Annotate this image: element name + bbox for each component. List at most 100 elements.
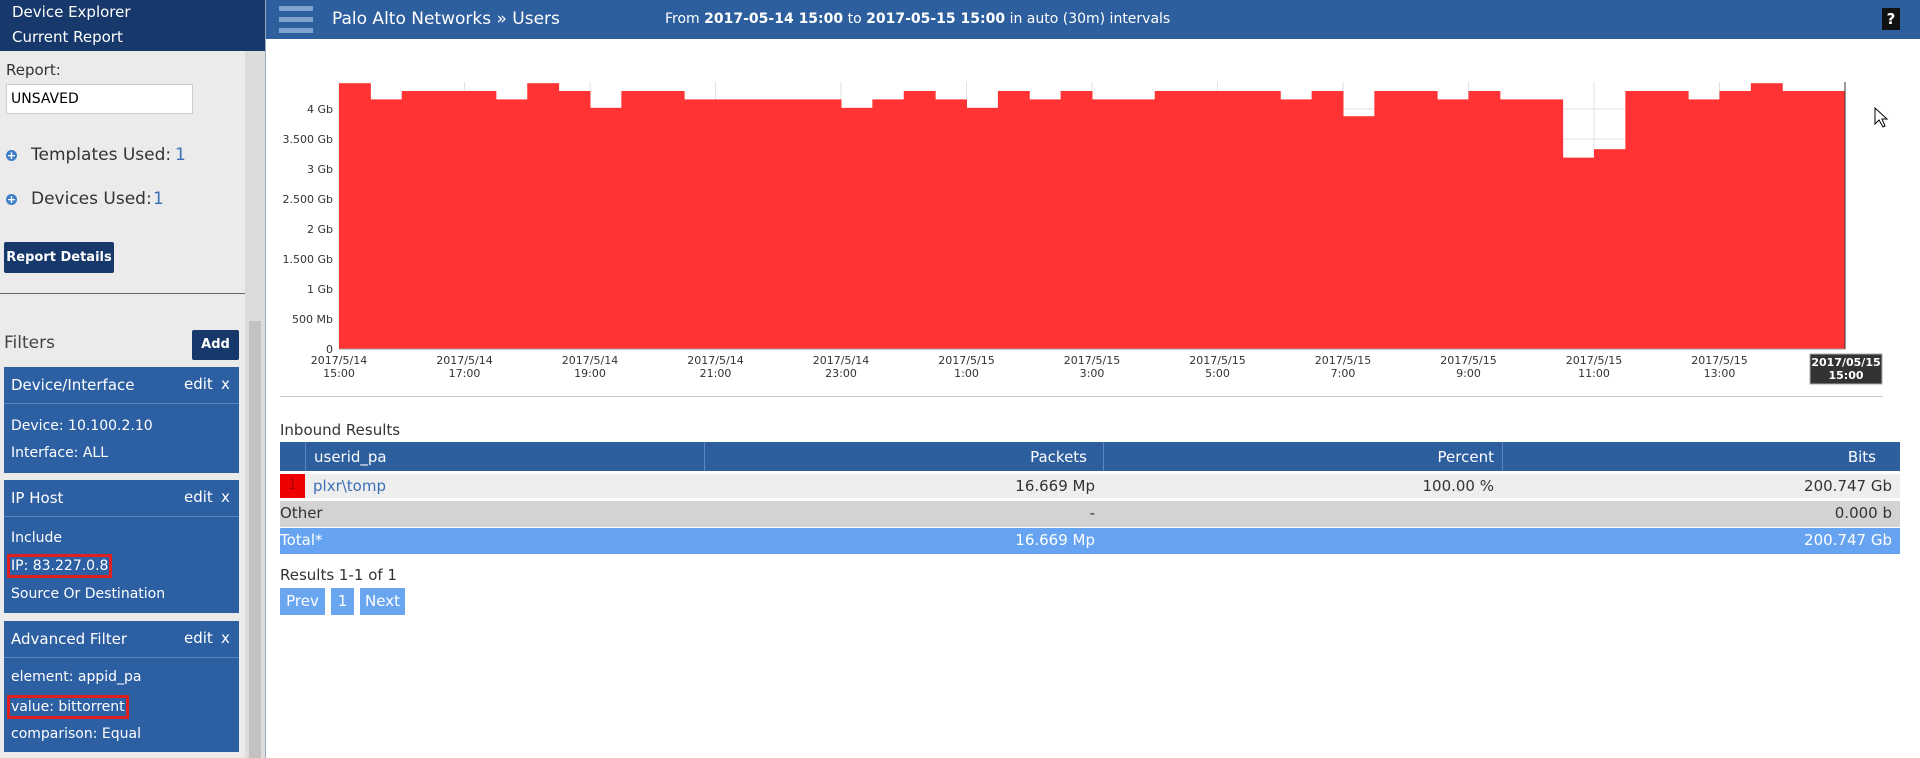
total-row-cell: Total* <box>280 531 323 549</box>
scrollbar[interactable] <box>245 51 265 758</box>
filter-line: Interface: ALL <box>11 445 109 461</box>
filter-title: Advanced Filter <box>11 630 128 648</box>
prev-button[interactable]: Prev <box>280 588 325 615</box>
area-step <box>1656 91 1689 349</box>
area-step <box>1123 99 1156 350</box>
filter-box: Advanced Filter edit x element: appid_pa val… <box>4 621 239 752</box>
table-cell: 200.747 Gb <box>1804 477 1892 495</box>
table-cell: 16.669 Mp <box>1015 477 1095 495</box>
filter-edit[interactable]: edit <box>184 488 213 506</box>
filter-remove[interactable]: x <box>221 375 230 393</box>
help-button[interactable]: ? <box>1882 8 1900 30</box>
column-header[interactable]: Percent <box>1103 442 1502 471</box>
label-line: 2017/5/14 <box>562 354 618 367</box>
y-tick-label: 4 Gb <box>307 103 333 116</box>
filter-box: Device/Interface edit x Device: 10.100.2.10… <box>4 367 239 473</box>
text: to <box>847 11 862 27</box>
label-line: 15:00 <box>1828 369 1863 382</box>
label-line: 13:00 <box>1704 367 1736 380</box>
other-row-cell: Other <box>280 504 323 522</box>
area-step <box>1343 116 1375 349</box>
label-line: 2017/5/15 <box>1566 354 1622 367</box>
y-tick-label: 1.500 Gb <box>283 253 334 266</box>
area-step <box>1531 99 1564 350</box>
area-step <box>1186 91 1218 349</box>
menu-icon[interactable] <box>279 6 313 33</box>
column-header[interactable]: Packets <box>704 442 1103 471</box>
area-step <box>590 107 622 349</box>
area-step <box>1311 91 1344 349</box>
total-row-bg <box>280 528 1900 554</box>
label-line: 7:00 <box>1331 367 1356 380</box>
x-tick-label: 2017/5/14 21:00 <box>687 354 743 380</box>
row-bg <box>280 474 1900 498</box>
scroll-thumb[interactable] <box>249 321 261 758</box>
area-step <box>715 99 748 350</box>
label-line: 2017/05/15 <box>1811 356 1880 369</box>
filter-title-bar: Advanced Filter edit x <box>4 621 239 658</box>
area-step <box>1562 157 1595 349</box>
area-step <box>1499 99 1532 350</box>
filter-line: Device: 10.100.2.10 <box>11 418 153 434</box>
label-line: 17:00 <box>449 367 481 380</box>
filter-remove[interactable]: x <box>221 488 230 506</box>
filter-edit[interactable]: edit <box>184 629 213 647</box>
y-tick-label: 1 Gb <box>307 283 333 296</box>
y-tick-label: 2.500 Gb <box>283 193 334 206</box>
templates-count[interactable]: 1 <box>175 145 186 165</box>
filter-title-bar: Device/Interface edit x <box>4 367 239 404</box>
next-button[interactable]: Next <box>360 588 405 615</box>
area-step <box>1060 91 1093 349</box>
filter-box: IP Host edit x Include IP: 83.227.0.8 Source … <box>4 480 239 613</box>
x-tick-label: 2017/5/14 15:00 <box>311 354 367 380</box>
filter-line: element: appid_pa <box>11 669 142 685</box>
report-details-button[interactable]: Report Details <box>4 242 114 273</box>
table-cell: 100.00 % <box>1422 477 1494 495</box>
area-step <box>1782 91 1815 349</box>
filters-title: Filters <box>4 333 55 353</box>
row-index: 1 <box>280 474 305 498</box>
label-line: 11:00 <box>1578 367 1610 380</box>
cursor-label: 2017/05/15 15:00 <box>1811 356 1880 382</box>
menu-current-report[interactable]: Current Report <box>12 28 123 46</box>
y-tick-label: 3 Gb <box>307 163 333 176</box>
area-step <box>997 91 1030 349</box>
x-tick-label: 2017/5/15 7:00 <box>1315 354 1371 380</box>
area-step <box>1625 91 1658 349</box>
mouse-cursor <box>1874 106 1889 128</box>
header: Palo Alto Networks » Users From 2017-05-… <box>266 0 1920 39</box>
start-date: 2017-05-14 15:00 <box>704 11 844 27</box>
area-step <box>1154 91 1187 349</box>
report-input[interactable]: UNSAVED <box>6 84 193 114</box>
expand-icon[interactable]: + <box>6 193 17 206</box>
menu-device-explorer[interactable]: Device Explorer <box>12 3 131 21</box>
header-cell <box>280 442 305 471</box>
add-filter-button[interactable]: Add <box>192 330 239 360</box>
area-step <box>1719 91 1752 349</box>
area-step <box>1750 83 1783 349</box>
end-date: 2017-05-15 15:00 <box>866 11 1006 27</box>
table-cell[interactable]: plxr\tomp <box>313 477 386 495</box>
area-step <box>778 99 811 350</box>
area-step <box>684 99 716 350</box>
label-line: 2017/5/15 <box>1064 354 1120 367</box>
filter-title: IP Host <box>11 489 64 507</box>
total-row-cell: 200.747 Gb <box>1804 531 1892 549</box>
column-header[interactable]: Bits <box>1502 442 1900 471</box>
devices-count[interactable]: 1 <box>153 189 164 209</box>
expand-icon[interactable]: + <box>6 149 17 162</box>
label-line: 3:00 <box>1080 367 1105 380</box>
area-step <box>1092 99 1124 350</box>
area-step <box>464 91 497 349</box>
label-line: 1:00 <box>954 367 979 380</box>
cursor-label-bg <box>1809 353 1883 385</box>
area-step <box>935 99 967 350</box>
label-line: 9:00 <box>1456 367 1481 380</box>
x-tick-label: 2017/5/14 19:00 <box>562 354 618 380</box>
filter-edit[interactable]: edit <box>184 375 213 393</box>
column-header[interactable]: userid_pa <box>305 442 704 471</box>
filter-remove[interactable]: x <box>221 629 230 647</box>
page-button[interactable]: 1 <box>331 588 354 615</box>
area-step <box>1280 99 1313 350</box>
